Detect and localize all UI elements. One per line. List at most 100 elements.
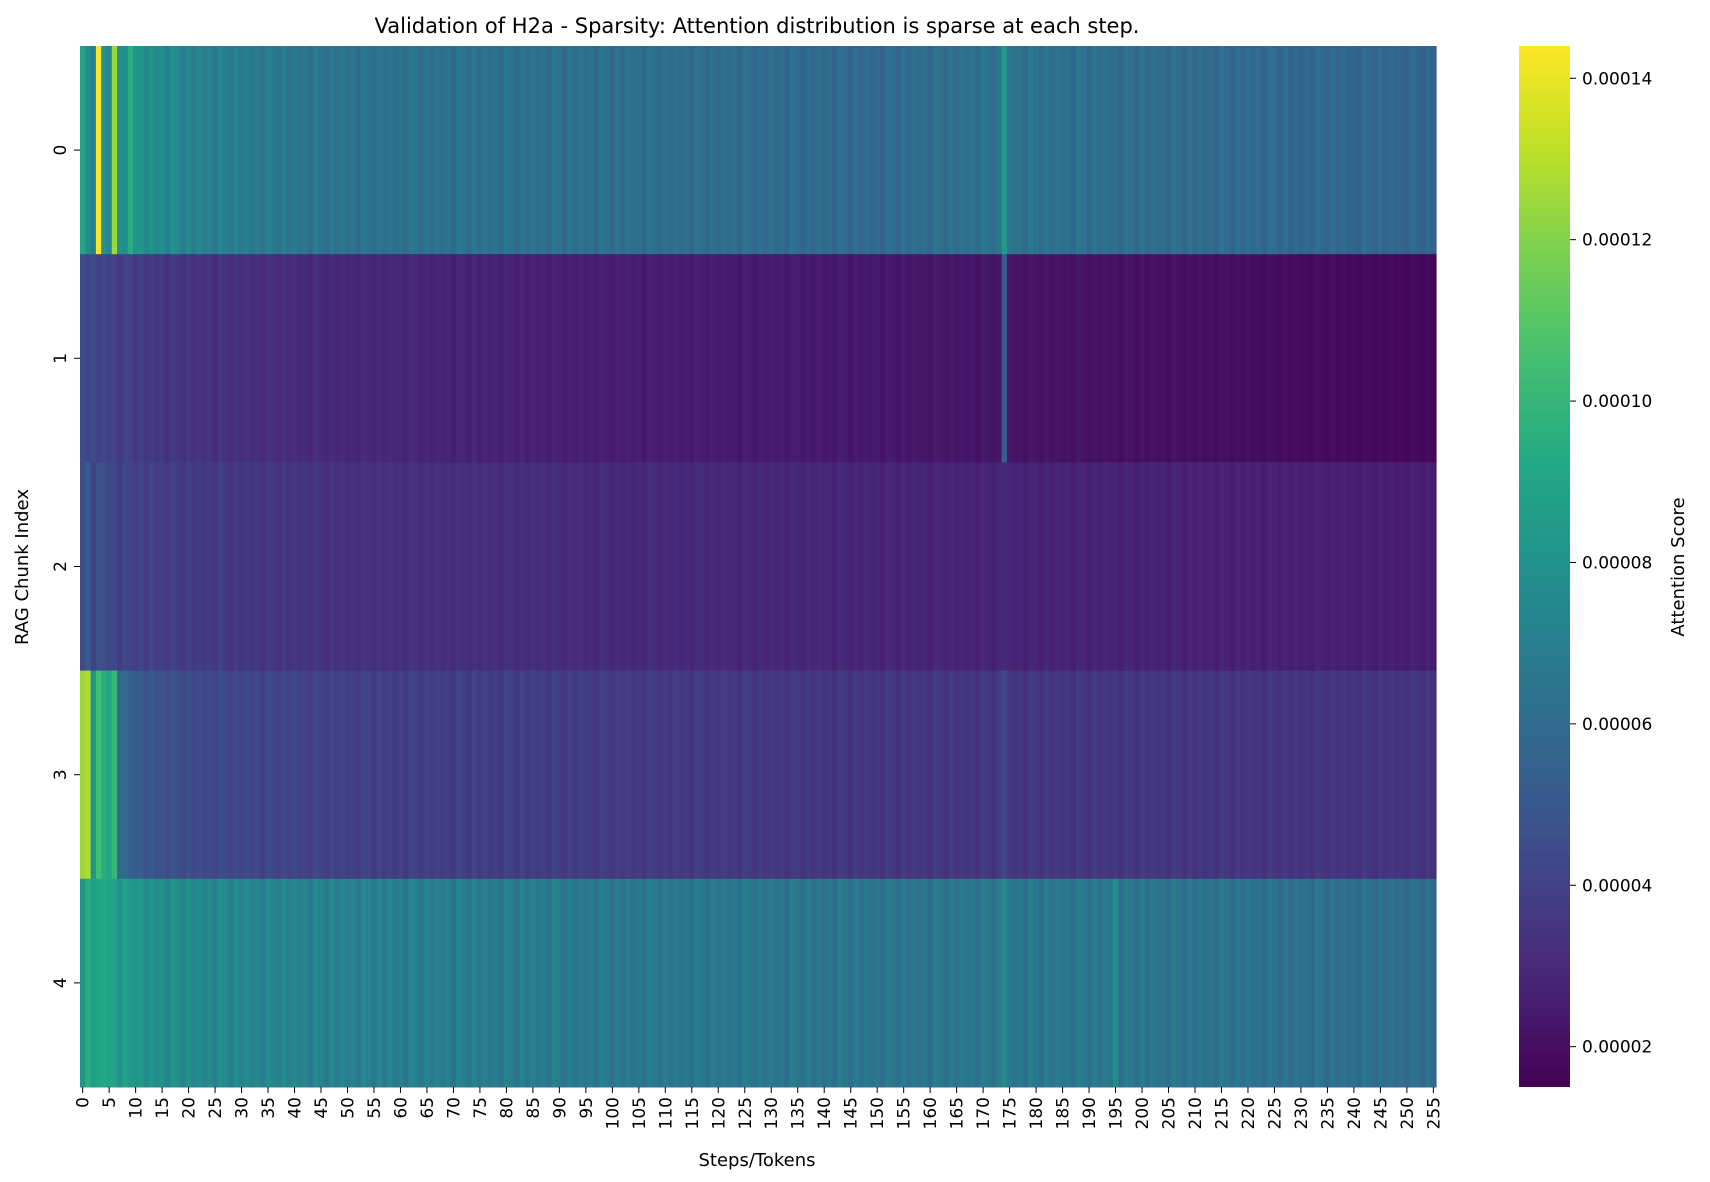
heatmap-cell: [1277, 670, 1283, 880]
heatmap-cell: [969, 462, 976, 672]
heatmap-cell: [699, 878, 706, 1088]
heatmap-cell: [392, 878, 399, 1088]
heatmap-cell: [334, 254, 341, 463]
heatmap-cell: [1197, 878, 1204, 1088]
heatmap-cell: [551, 878, 558, 1088]
heatmap-cell: [514, 462, 521, 672]
heatmap-cell: [747, 46, 754, 255]
heatmap-cell: [1393, 462, 1400, 672]
heatmap-cell: [1250, 670, 1257, 880]
heatmap-cell: [1128, 254, 1135, 463]
heatmap-cell: [821, 462, 828, 672]
heatmap-cell: [170, 462, 176, 672]
heatmap-cell: [201, 254, 208, 463]
heatmap-cell: [1128, 670, 1135, 880]
heatmap-cell: [1430, 462, 1437, 672]
heatmap-cell: [747, 254, 754, 463]
heatmap-cell: [667, 670, 674, 880]
heatmap-cell: [636, 462, 643, 672]
heatmap-cell: [519, 46, 526, 255]
heatmap-cell: [959, 46, 966, 255]
heatmap-cell: [1367, 254, 1374, 463]
heatmap-cell: [583, 46, 590, 255]
x-tick-label: 240: [1345, 1097, 1365, 1129]
x-tick-label: 75: [471, 1097, 491, 1119]
heatmap-cell: [191, 462, 198, 672]
heatmap-cell: [837, 254, 844, 463]
heatmap-cell: [138, 878, 145, 1088]
heatmap-cell: [562, 670, 568, 880]
heatmap-cell: [1118, 878, 1125, 1088]
heatmap-cell: [1144, 254, 1151, 463]
heatmap-cell: [556, 670, 563, 880]
heatmap-cell: [1308, 878, 1315, 1088]
heatmap-cell: [556, 878, 563, 1088]
heatmap-cell: [853, 254, 860, 463]
heatmap-cell: [1292, 462, 1299, 672]
x-tick-label: 35: [259, 1097, 279, 1119]
heatmap-cell: [1202, 670, 1209, 880]
heatmap-cell: [265, 46, 272, 255]
heatmap-cell: [752, 254, 759, 463]
heatmap-cell: [742, 878, 749, 1088]
heatmap-cell: [132, 46, 139, 255]
heatmap-cell: [1282, 670, 1289, 880]
heatmap-cell: [180, 462, 187, 672]
heatmap-cell: [254, 254, 261, 463]
heatmap-cell: [466, 462, 473, 672]
heatmap-cell: [885, 462, 892, 672]
x-tick-label: 0: [74, 1097, 94, 1108]
heatmap-cell: [122, 670, 129, 880]
heatmap-cell: [699, 254, 706, 463]
heatmap-cell: [106, 462, 113, 672]
heatmap-cell: [323, 254, 330, 463]
heatmap-cell: [826, 46, 833, 255]
heatmap-cell: [583, 254, 590, 463]
heatmap-cell: [609, 462, 616, 672]
heatmap-cell: [482, 878, 489, 1088]
heatmap-cell: [334, 878, 341, 1088]
heatmap-cell: [487, 462, 494, 672]
x-tick-label: 15: [153, 1097, 173, 1119]
heatmap-cell: [212, 462, 219, 672]
heatmap-cell: [1123, 462, 1130, 672]
heatmap-cell: [450, 670, 457, 880]
heatmap-cell: [1303, 878, 1310, 1088]
heatmap-cell: [424, 670, 431, 880]
heatmap-cell: [403, 878, 410, 1088]
heatmap-cell: [1049, 462, 1056, 672]
heatmap-cell: [773, 46, 780, 255]
heatmap-cell: [583, 878, 590, 1088]
x-tick-label: 220: [1239, 1097, 1259, 1129]
heatmap-cell: [1091, 670, 1098, 880]
heatmap-cell: [487, 878, 494, 1088]
heatmap-cell: [540, 462, 547, 672]
heatmap-cell: [1112, 878, 1119, 1088]
heatmap-cell: [413, 46, 420, 255]
heatmap-cell: [244, 254, 251, 463]
x-tick-label: 80: [497, 1097, 517, 1119]
heatmap-cell: [556, 46, 563, 255]
heatmap-cell: [1155, 670, 1162, 880]
heatmap-cell: [450, 254, 457, 463]
heatmap-cell: [630, 254, 637, 463]
heatmap-cell: [132, 254, 139, 463]
heatmap-cell: [906, 254, 913, 463]
heatmap-cell: [344, 46, 351, 255]
heatmap-cell: [901, 670, 907, 880]
heatmap-cell: [874, 670, 881, 880]
heatmap-cell: [403, 254, 410, 463]
heatmap-cell: [1144, 46, 1151, 255]
heatmap-cell: [641, 670, 648, 880]
heatmap-cell: [1107, 46, 1114, 255]
x-tick-label: 85: [524, 1097, 544, 1119]
heatmap-cell: [424, 46, 431, 255]
heatmap-cell: [1065, 254, 1072, 463]
heatmap-cell: [906, 462, 913, 672]
heatmap-cell: [207, 878, 214, 1088]
heatmap-cell: [196, 878, 203, 1088]
heatmap-cell: [291, 254, 298, 463]
heatmap-cell: [328, 46, 335, 255]
heatmap-cell: [392, 254, 399, 463]
heatmap-cell: [95, 878, 102, 1088]
